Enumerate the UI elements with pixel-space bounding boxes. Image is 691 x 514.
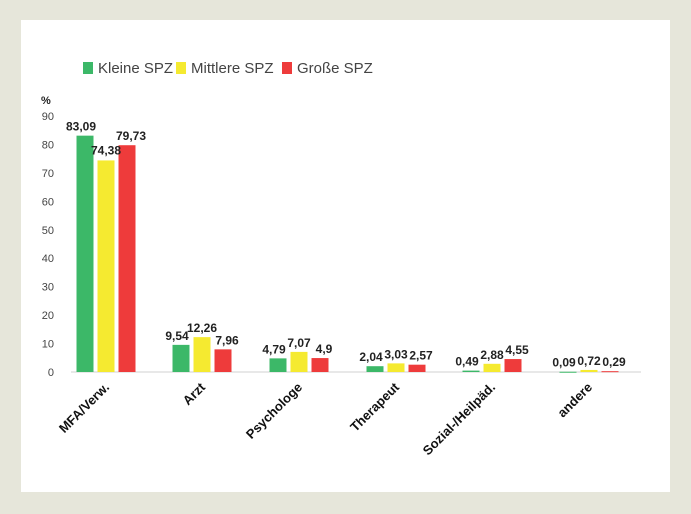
data-label: 2,04 [359, 350, 383, 364]
y-tick-label: 90 [42, 111, 54, 123]
category-label: Sozial-/Heilpäd. [420, 380, 499, 459]
data-label: 83,09 [66, 120, 96, 134]
y-tick-label: 40 [42, 253, 54, 265]
category-label: MFA/Verw. [56, 380, 112, 436]
bar [269, 358, 287, 372]
bar [580, 369, 598, 372]
data-label: 3,03 [384, 347, 408, 361]
y-tick-label: 60 [42, 196, 54, 208]
category-label: andere [554, 380, 595, 421]
bar [483, 363, 501, 372]
bar-chart: Kleine SPZ Mittlere SPZ Große SPZ % 0 10 20 3… [41, 60, 641, 458]
bar [97, 160, 115, 372]
bar [387, 363, 405, 372]
category-label: Therapeut [347, 379, 403, 435]
data-label: 2,57 [409, 349, 433, 363]
data-label: 74,38 [91, 143, 121, 157]
y-tick-label: 20 [42, 310, 54, 322]
y-axis: 0 10 20 30 40 50 60 70 80 90 [42, 111, 54, 379]
legend-swatch [83, 62, 93, 74]
legend: Kleine SPZ Mittlere SPZ Große SPZ [83, 60, 373, 77]
y-tick-label: 10 [42, 339, 54, 351]
bar [366, 366, 384, 372]
y-tick-label: 70 [42, 168, 54, 180]
category-labels: MFA/Verw. Arzt Psychologe Therapeut Sozial-/… [56, 379, 595, 458]
data-label: 12,26 [187, 321, 217, 335]
category-label: Arzt [180, 379, 209, 408]
legend-label: Große SPZ [297, 60, 373, 77]
data-label: 0,29 [602, 355, 626, 369]
data-label: 2,88 [480, 348, 504, 362]
data-label: 4,55 [505, 343, 529, 357]
y-tick-label: 30 [42, 282, 54, 294]
data-label: 9,54 [165, 329, 189, 343]
bar [172, 344, 190, 372]
y-tick-label: 80 [42, 139, 54, 151]
bar [504, 359, 522, 372]
bar [462, 370, 480, 372]
bar [559, 371, 577, 373]
bar [214, 349, 232, 372]
bar [290, 351, 308, 372]
data-label: 0,49 [455, 355, 479, 369]
y-tick-label: 50 [42, 225, 54, 237]
data-label: 0,09 [552, 356, 576, 370]
bar [118, 145, 136, 372]
chart-card: Kleine SPZ Mittlere SPZ Große SPZ % 0 10 20 3… [21, 20, 670, 492]
category-label: Psychologe [243, 380, 305, 442]
y-axis-unit-label: % [41, 95, 51, 107]
data-label: 4,9 [316, 342, 333, 356]
bar [193, 337, 211, 372]
legend-swatch [282, 62, 292, 74]
bars [76, 135, 619, 373]
legend-label: Kleine SPZ [98, 60, 173, 77]
data-label: 4,79 [262, 342, 286, 356]
bar [76, 135, 94, 372]
data-label: 7,07 [287, 336, 311, 350]
legend-swatch [176, 62, 186, 74]
legend-label: Mittlere SPZ [191, 60, 274, 77]
y-tick-label: 0 [48, 367, 54, 379]
bar [311, 358, 329, 372]
bar [408, 364, 426, 372]
data-label: 79,73 [116, 129, 146, 143]
bar [601, 371, 619, 373]
data-label: 0,72 [577, 354, 601, 368]
data-label: 7,96 [215, 333, 239, 347]
